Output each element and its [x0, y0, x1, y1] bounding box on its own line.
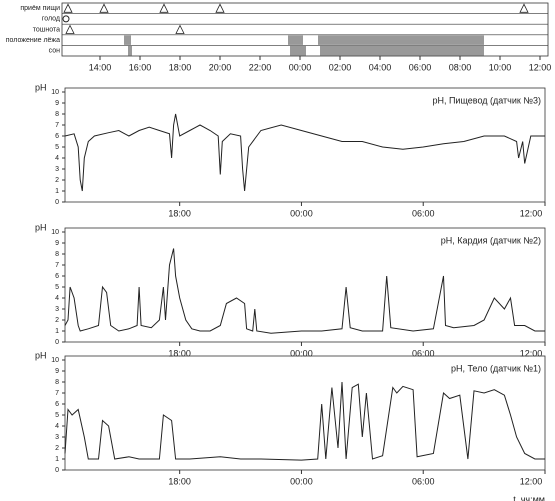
x-tick-label: 18:00 — [168, 476, 191, 486]
y-tick-label: 3 — [55, 166, 59, 173]
y-tick-label: 4 — [55, 155, 59, 162]
y-tick-label: 6 — [55, 273, 59, 280]
x-tick-label: 00:00 — [289, 62, 312, 72]
x-tick-label: 08:00 — [449, 62, 472, 72]
event-marker — [63, 3, 73, 13]
y-tick-label: 6 — [55, 133, 59, 140]
event-span — [128, 45, 132, 56]
y-tick-label: 1 — [55, 456, 59, 463]
ph-line — [64, 381, 545, 461]
x-tick-label: 10:00 — [489, 62, 512, 72]
y-tick-label: 9 — [55, 240, 59, 247]
x-tick-label: 12:00 — [520, 476, 543, 486]
event-span — [320, 45, 484, 56]
y-tick-label: 8 — [55, 379, 59, 386]
event-marker — [159, 3, 169, 13]
plot-frame — [64, 87, 546, 203]
y-tick-label: 0 — [55, 339, 59, 346]
row-label: тошнота — [33, 26, 60, 33]
event-marker — [65, 24, 75, 34]
event-span — [124, 35, 131, 45]
x-tick-label: 06:00 — [409, 62, 432, 72]
event-marker — [215, 3, 225, 13]
x-tick-label: 18:00 — [169, 62, 192, 72]
event-span — [290, 45, 306, 56]
y-tick-label: 10 — [51, 89, 59, 96]
y-axis-label: pH — [35, 350, 47, 360]
y-tick-label: 10 — [51, 229, 59, 236]
y-tick-label: 3 — [55, 434, 59, 441]
x-tick-label: 12:00 — [520, 208, 543, 218]
x-tick-label: 12:00 — [520, 348, 543, 358]
y-tick-label: 0 — [55, 199, 59, 206]
x-tick-label: 00:00 — [290, 348, 313, 358]
y-tick-label: 8 — [55, 111, 59, 118]
y-tick-label: 9 — [55, 368, 59, 375]
row-label: голод — [42, 16, 60, 23]
y-axis-label: pH — [35, 82, 47, 92]
plot-frame — [64, 227, 546, 343]
timeline-frame — [61, 2, 549, 57]
row-label: сон — [49, 48, 60, 55]
x-axis-label: t, чч:мм — [513, 494, 545, 501]
y-tick-label: 8 — [55, 251, 59, 258]
plot-frame — [64, 355, 546, 471]
y-tick-label: 1 — [55, 328, 59, 335]
x-tick-label: 14:00 — [89, 62, 112, 72]
ph-line — [64, 248, 545, 334]
y-tick-label: 7 — [55, 262, 59, 269]
x-tick-label: 06:00 — [412, 348, 435, 358]
y-tick-label: 0 — [55, 467, 59, 474]
event-span — [288, 35, 303, 45]
x-tick-label: 00:00 — [290, 208, 313, 218]
x-tick-label: 18:00 — [168, 208, 191, 218]
y-axis-label: pH — [35, 222, 47, 232]
y-tick-label: 3 — [55, 306, 59, 313]
y-tick-label: 7 — [55, 122, 59, 129]
x-tick-label: 04:00 — [369, 62, 392, 72]
y-tick-label: 2 — [55, 177, 59, 184]
x-tick-label: 02:00 — [329, 62, 352, 72]
y-tick-label: 4 — [55, 295, 59, 302]
x-tick-label: 20:00 — [209, 62, 232, 72]
y-tick-label: 6 — [55, 401, 59, 408]
chart-title: pH, Тело (датчик №1) — [451, 363, 541, 373]
chart-title: pH, Пищевод (датчик №3) — [432, 95, 541, 105]
row-label: положение лёжа — [6, 37, 60, 44]
ph-line — [64, 113, 545, 192]
x-tick-label: 12:00 — [529, 62, 552, 72]
y-tick-label: 2 — [55, 317, 59, 324]
y-tick-label: 5 — [55, 144, 59, 151]
y-tick-label: 7 — [55, 390, 59, 397]
x-tick-label: 18:00 — [168, 348, 191, 358]
y-tick-label: 5 — [55, 412, 59, 419]
event-marker — [175, 24, 185, 34]
event-span — [318, 35, 484, 45]
x-tick-label: 06:00 — [412, 208, 435, 218]
event-marker — [519, 3, 529, 13]
y-tick-label: 9 — [55, 100, 59, 107]
x-tick-label: 00:00 — [290, 476, 313, 486]
y-tick-label: 2 — [55, 445, 59, 452]
y-tick-label: 4 — [55, 423, 59, 430]
event-marker — [62, 15, 70, 23]
x-tick-label: 06:00 — [412, 476, 435, 486]
chart-title: pH, Кардия (датчик №2) — [441, 235, 541, 245]
y-tick-label: 1 — [55, 188, 59, 195]
row-label: приём пищи — [20, 5, 60, 12]
event-marker — [99, 3, 109, 13]
y-tick-label: 10 — [51, 357, 59, 364]
y-tick-label: 5 — [55, 284, 59, 291]
x-tick-label: 22:00 — [249, 62, 272, 72]
x-tick-label: 16:00 — [129, 62, 152, 72]
